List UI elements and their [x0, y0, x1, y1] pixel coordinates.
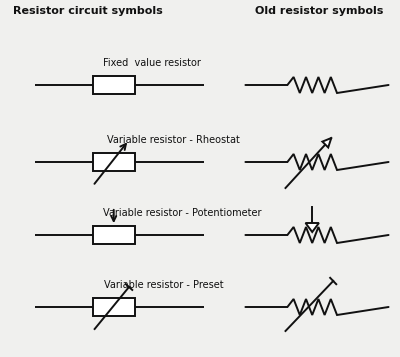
Bar: [93, 298, 135, 316]
Text: Variable resistor - Potentiometer: Variable resistor - Potentiometer: [103, 208, 262, 218]
Text: Variable resistor - Preset: Variable resistor - Preset: [104, 280, 223, 290]
Text: Variable resistor - Rheostat: Variable resistor - Rheostat: [108, 135, 240, 145]
Text: Resistor circuit symbols: Resistor circuit symbols: [13, 6, 163, 16]
Text: Fixed  value resistor: Fixed value resistor: [103, 58, 201, 68]
Bar: [93, 153, 135, 171]
Text: Old resistor symbols: Old resistor symbols: [255, 6, 383, 16]
Bar: [93, 76, 135, 94]
Polygon shape: [306, 223, 319, 232]
Polygon shape: [322, 138, 331, 147]
Bar: [93, 226, 135, 244]
